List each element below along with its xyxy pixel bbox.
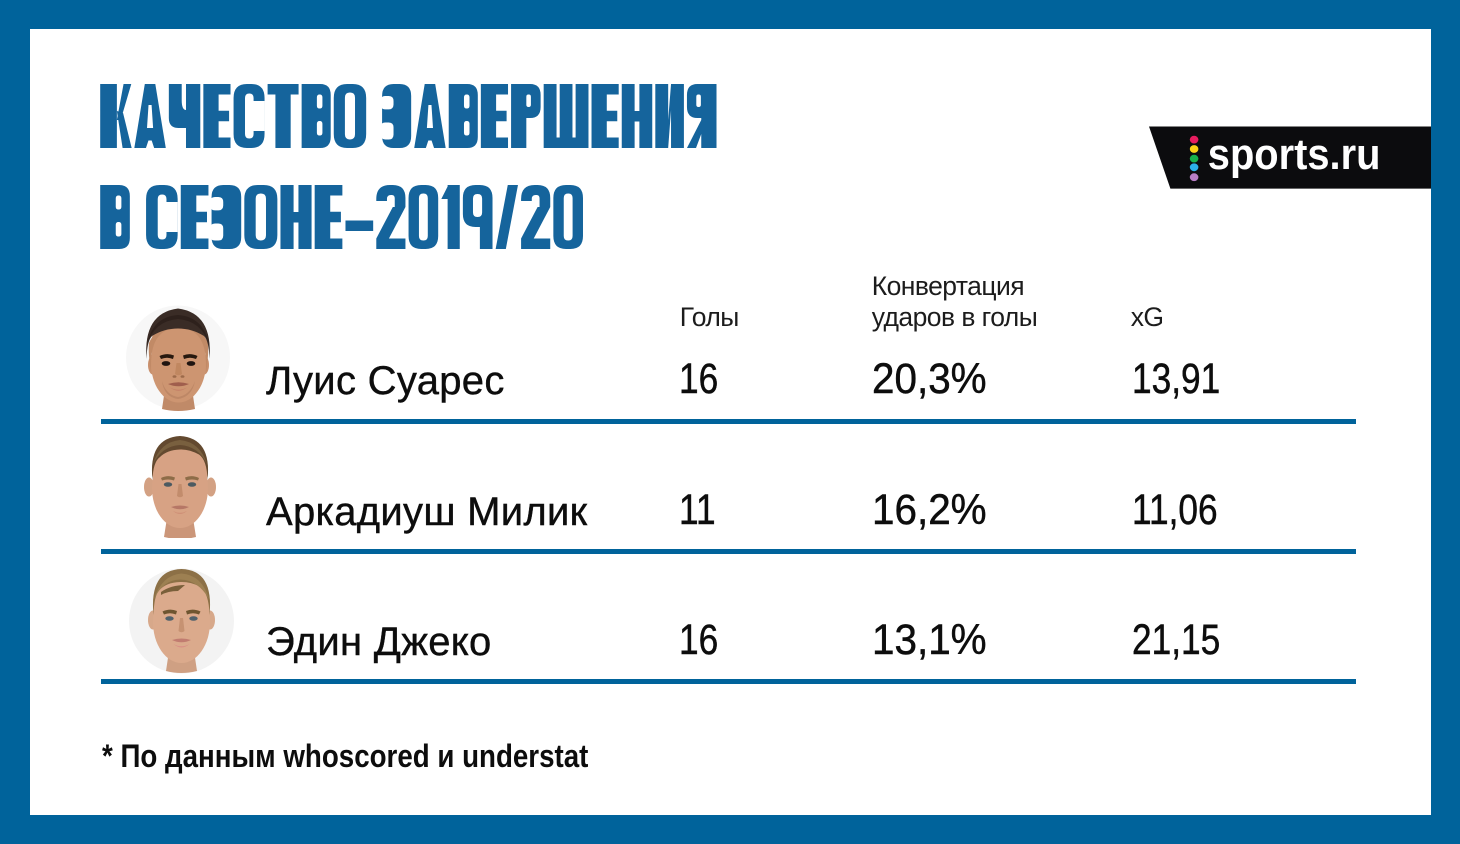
svg-text:sports.ru: sports.ru bbox=[1208, 130, 1381, 179]
